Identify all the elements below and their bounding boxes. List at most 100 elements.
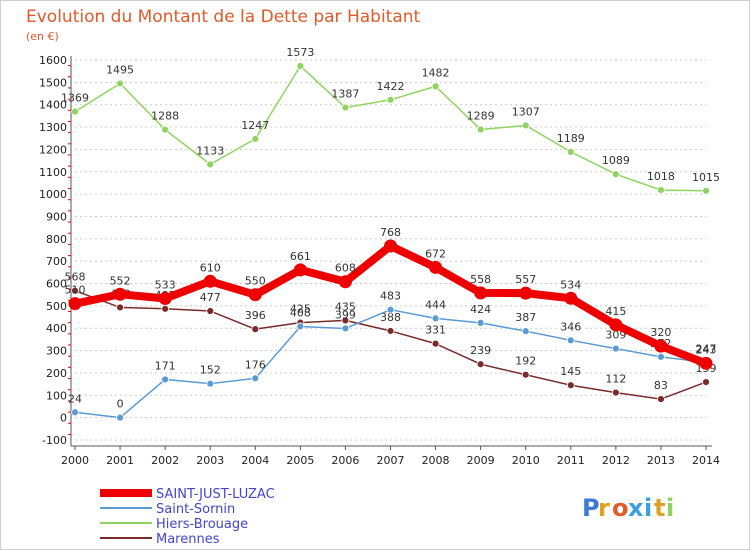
data-label: 425 [290,303,311,316]
data-label: 1247 [241,119,269,132]
data-point [116,413,124,422]
data-point [657,395,665,403]
data-point [431,314,440,323]
x-tick-label: 2008 [422,454,450,467]
axes [68,56,712,450]
y-tick-label: 1600 [39,54,67,67]
data-label: 192 [515,355,536,368]
data-point [476,318,485,327]
data-point [68,297,82,311]
data-point [521,327,530,336]
legend: SAINT-JUST-LUZACSaint-SorninHiers-Brouag… [100,487,275,547]
data-point [338,275,352,289]
y-tick-label: -100 [42,434,67,447]
data-point [609,318,623,332]
chart-subtitle: (en €) [26,30,59,43]
legend-label: Saint-Sornin [156,502,235,517]
data-label: 768 [380,226,401,239]
data-point [116,303,124,312]
y-tick-label: 400 [46,322,67,335]
data-label: 1289 [467,110,495,123]
data-label: 1288 [151,110,179,123]
x-tick-labels: 2000 2001 2002 2003 2004 2005 2006 2007 2008 2009… [61,454,720,467]
data-label: 1573 [286,46,314,59]
logo-letter: i [666,494,674,522]
data-label: 661 [290,250,311,263]
x-tick-label: 2013 [647,454,675,467]
data-point [248,288,262,302]
x-tick-label: 2010 [512,454,540,467]
logo-letter: o [612,494,629,522]
y-tick-label: 900 [46,210,67,223]
data-label: 176 [245,358,266,371]
data-label: 483 [380,290,401,303]
data-label: 346 [560,320,581,333]
data-label: 1133 [196,144,224,157]
data-point [566,147,575,156]
data-point [702,186,710,195]
data-label: 1495 [106,63,134,76]
data-point [341,103,350,112]
data-label: 1018 [647,170,675,183]
data-label: 320 [650,326,671,339]
data-point [386,95,395,104]
logo-letter: x [628,494,644,522]
data-label: 533 [155,279,176,292]
data-label: 24 [68,392,82,405]
data-label: 1089 [602,154,630,167]
y-tick-label: 300 [46,345,67,358]
data-label: 1015 [692,171,720,184]
data-label: 1482 [422,66,450,79]
x-tick-label: 2009 [467,454,495,467]
data-point [519,286,533,300]
data-label: 550 [245,275,266,288]
x-tick-label: 2004 [241,454,269,467]
data-label: 1307 [512,105,540,118]
y-tick-label: 1200 [39,143,67,156]
y-tick-label: 100 [46,389,67,402]
y-tick-label: 800 [46,233,67,246]
y-tick-label: 0 [60,412,67,425]
data-label: 112 [605,373,626,386]
data-point [566,381,575,390]
data-label: 331 [425,324,446,337]
data-point [206,307,215,315]
data-point [71,286,79,295]
data-point [206,160,215,169]
y-tick-label: 200 [46,367,67,380]
data-label: 672 [425,247,446,260]
data-label: 477 [200,291,221,304]
x-tick-label: 2003 [196,454,224,467]
data-point [71,107,79,116]
data-point [654,339,668,353]
data-label: 1369 [61,92,89,105]
data-point [699,356,713,370]
y-tick-label: 1100 [39,166,67,179]
data-point [341,316,350,325]
proxiti-logo: Pr o x i t i [582,494,674,522]
data-label: 171 [155,359,176,372]
data-point [293,263,307,277]
data-point [611,344,620,353]
data-label: 558 [470,273,491,286]
data-point [564,291,578,305]
logo-letter: t [654,494,665,522]
data-label: 435 [335,300,356,313]
data-point [521,370,530,379]
data-point [386,305,395,314]
data-point [611,170,620,179]
x-tick-label: 2000 [61,454,89,467]
data-point [611,388,620,397]
data-label: 608 [335,262,356,275]
data-point [476,125,485,134]
data-point [296,322,305,331]
y-tick-label: 700 [46,255,67,268]
series-saint-just-luzac: 510 552 533 610 550 661 608 768 672 558 557 534 415 3… [65,226,717,370]
data-label: 399 [335,308,356,321]
x-tick-label: 2002 [151,454,179,467]
y-tick-label: 1400 [39,99,67,112]
data-point [431,339,440,348]
series-group: 5684934874773964254353883312391921451128… [61,46,720,422]
x-tick-label: 2011 [557,454,585,467]
